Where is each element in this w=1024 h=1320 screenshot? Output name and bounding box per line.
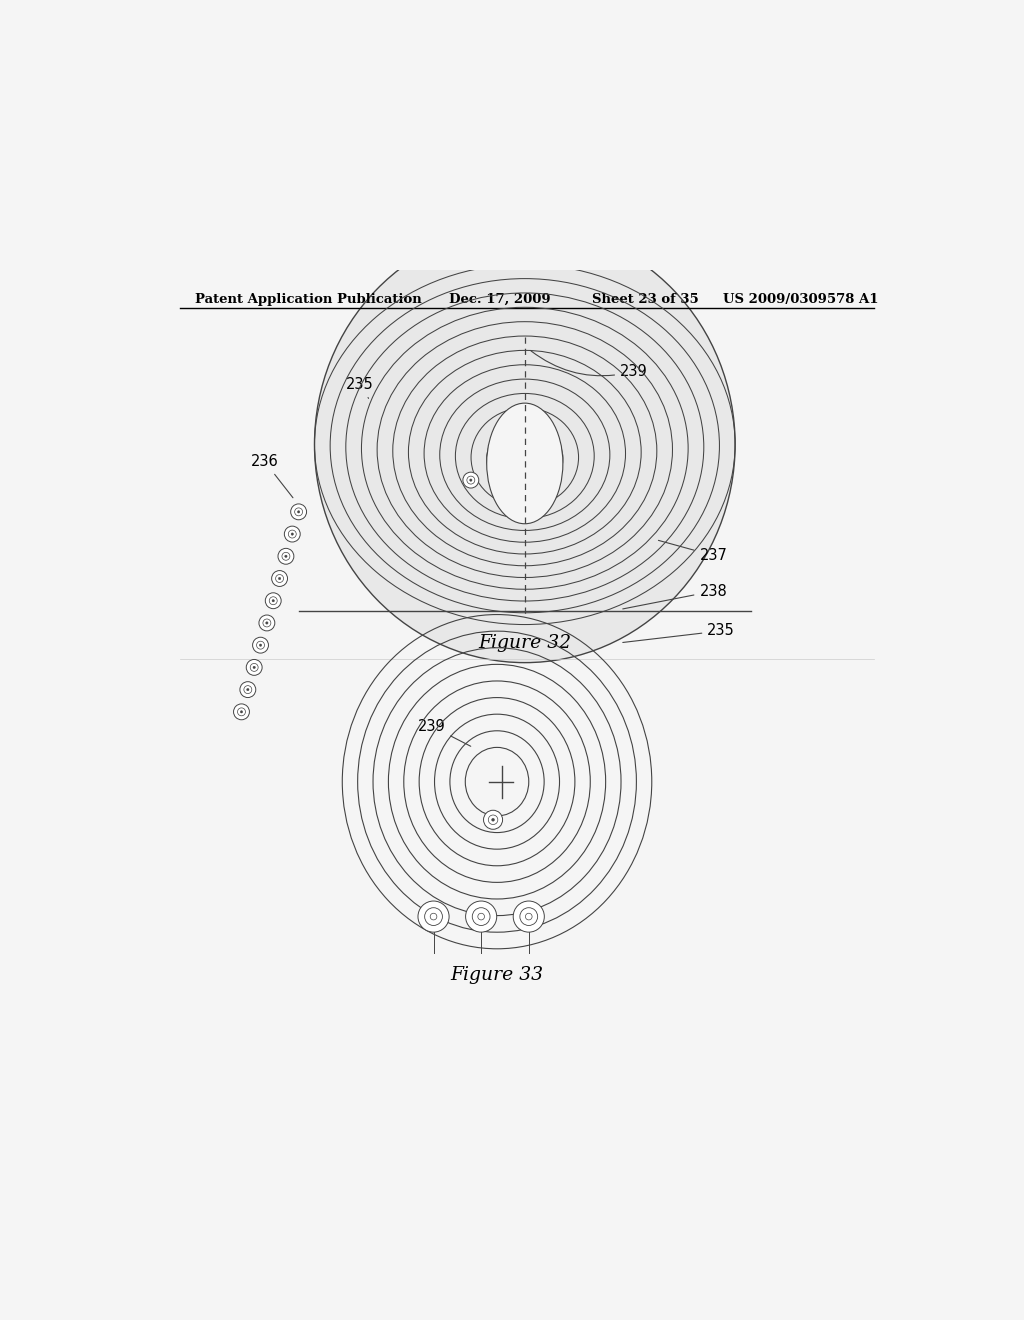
Text: 239: 239 [418, 718, 471, 746]
Circle shape [275, 574, 284, 582]
Circle shape [282, 552, 290, 560]
Circle shape [272, 599, 274, 602]
Text: 239: 239 [531, 351, 648, 379]
Circle shape [472, 908, 490, 925]
Text: Dec. 17, 2009: Dec. 17, 2009 [450, 293, 551, 306]
Circle shape [289, 531, 296, 539]
Circle shape [425, 908, 442, 925]
Circle shape [269, 597, 278, 605]
Circle shape [259, 644, 262, 647]
Circle shape [418, 902, 450, 932]
Circle shape [271, 570, 288, 586]
Text: Sheet 23 of 35: Sheet 23 of 35 [592, 293, 699, 306]
Circle shape [291, 504, 306, 520]
Text: 235: 235 [623, 623, 735, 643]
Circle shape [488, 814, 498, 825]
Circle shape [467, 477, 475, 484]
Circle shape [265, 622, 268, 624]
Text: 238: 238 [623, 583, 727, 609]
Circle shape [278, 548, 294, 564]
Circle shape [259, 615, 274, 631]
Circle shape [520, 908, 538, 925]
Circle shape [265, 593, 282, 609]
Circle shape [250, 664, 258, 672]
Circle shape [257, 642, 264, 649]
Circle shape [233, 704, 250, 719]
Ellipse shape [314, 226, 735, 663]
Text: US 2009/0309578 A1: US 2009/0309578 A1 [723, 293, 879, 306]
Circle shape [483, 810, 503, 829]
Circle shape [253, 638, 268, 653]
Circle shape [263, 619, 270, 627]
Circle shape [240, 681, 256, 697]
Circle shape [244, 685, 252, 693]
Text: 235: 235 [346, 378, 374, 399]
Circle shape [295, 508, 303, 516]
Circle shape [297, 511, 300, 513]
Ellipse shape [486, 403, 563, 524]
Text: Patent Application Publication: Patent Application Publication [196, 293, 422, 306]
Circle shape [525, 913, 532, 920]
Circle shape [279, 577, 281, 579]
Text: Figure 33: Figure 33 [451, 965, 544, 983]
Circle shape [247, 689, 249, 690]
Circle shape [285, 556, 287, 557]
Text: Figure 32: Figure 32 [478, 634, 571, 652]
Circle shape [470, 479, 472, 482]
Circle shape [513, 902, 545, 932]
Circle shape [246, 660, 262, 676]
Text: 236: 236 [251, 454, 293, 498]
Circle shape [430, 913, 437, 920]
Circle shape [492, 818, 495, 821]
Text: 237: 237 [658, 540, 727, 564]
Circle shape [463, 473, 479, 488]
Circle shape [241, 710, 243, 713]
Circle shape [291, 533, 294, 535]
Circle shape [478, 913, 484, 920]
Circle shape [466, 902, 497, 932]
Circle shape [253, 667, 255, 669]
Circle shape [238, 708, 246, 715]
Circle shape [285, 527, 300, 543]
